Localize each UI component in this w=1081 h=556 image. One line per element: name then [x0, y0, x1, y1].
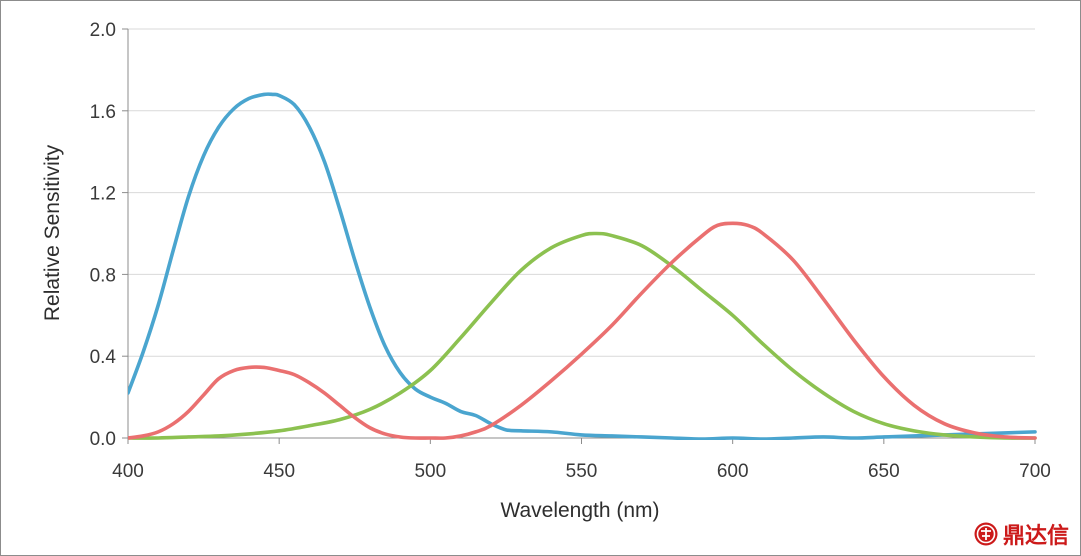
y-tick-label: 0.8	[90, 265, 116, 286]
series-line-blue	[128, 92, 1037, 440]
series-line-green	[128, 231, 1037, 440]
x-tick-label: 450	[263, 461, 295, 482]
x-tick-label: 650	[868, 461, 900, 482]
x-tick-label: 700	[1019, 461, 1051, 482]
x-tick-label: 600	[717, 461, 749, 482]
y-tick-label: 2.0	[90, 20, 116, 41]
tick-labels: 0.0 0.4 0.8 1.2 1.6 2.0 400 450 500 550 600 650 700	[90, 20, 1051, 482]
watermark: 鼎达信	[973, 520, 1069, 549]
series-lines	[128, 92, 1037, 440]
y-axis-title: Relative Sensitivity	[41, 144, 64, 321]
x-tick-label: 400	[112, 461, 144, 482]
y-tick-label: 0.0	[90, 429, 116, 450]
seal-logo-icon	[974, 522, 998, 546]
x-tick-label: 500	[414, 461, 446, 482]
y-tick-label: 0.4	[90, 347, 117, 368]
grid-lines	[128, 28, 1035, 357]
watermark-text: 鼎达信	[1002, 524, 1069, 549]
x-tick-label: 550	[566, 461, 598, 482]
y-tick-label: 1.2	[90, 184, 116, 205]
y-tick-label: 1.6	[90, 102, 116, 123]
series-line-red	[128, 221, 1037, 440]
x-axis-title: Wavelength (nm)	[500, 499, 659, 522]
